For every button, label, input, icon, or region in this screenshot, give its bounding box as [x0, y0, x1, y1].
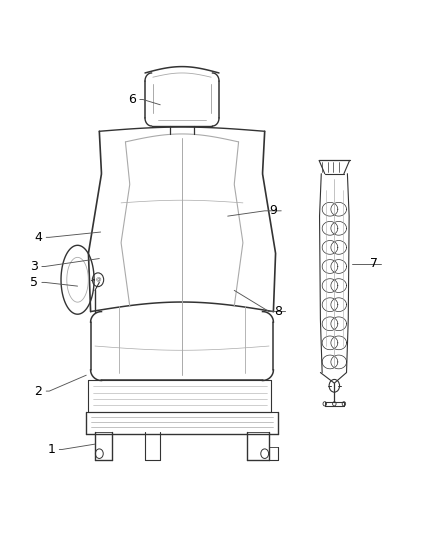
Text: 9: 9 [269, 204, 277, 217]
Text: 3: 3 [30, 260, 38, 273]
Text: 1: 1 [47, 443, 55, 456]
Text: 4: 4 [35, 231, 42, 244]
Text: @: @ [95, 277, 101, 282]
Text: 2: 2 [35, 385, 42, 398]
Text: 8: 8 [274, 305, 282, 318]
Text: 5: 5 [30, 276, 38, 289]
Text: 7: 7 [370, 257, 378, 270]
Text: 6: 6 [128, 93, 136, 106]
